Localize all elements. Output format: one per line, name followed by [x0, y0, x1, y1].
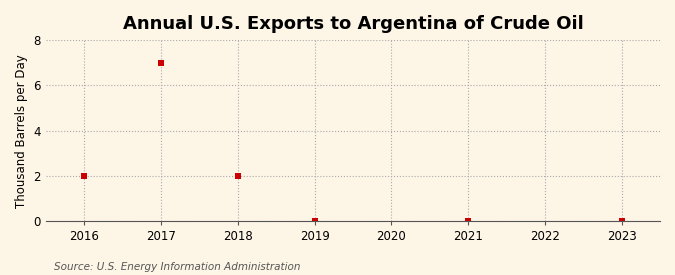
Title: Annual U.S. Exports to Argentina of Crude Oil: Annual U.S. Exports to Argentina of Crud…	[123, 15, 583, 33]
Y-axis label: Thousand Barrels per Day: Thousand Barrels per Day	[15, 54, 28, 208]
Text: Source: U.S. Energy Information Administration: Source: U.S. Energy Information Administ…	[54, 262, 300, 271]
